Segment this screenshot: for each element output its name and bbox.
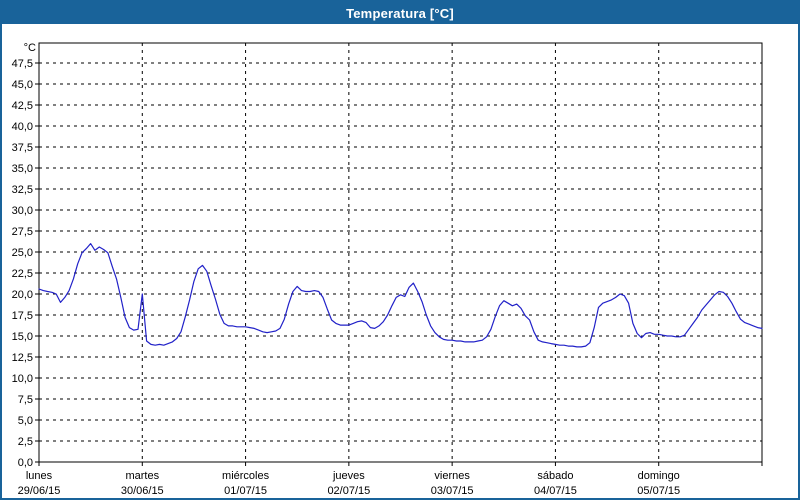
titlebar[interactable]: Temperatura [°C] [2, 2, 798, 24]
day-date-label: 01/07/15 [224, 485, 267, 497]
y-axis-unit-label: °C [24, 42, 36, 54]
day-name-label: sábado [537, 470, 573, 482]
y-tick-label: 47,5 [12, 58, 33, 70]
chart-panel: 0,0 2,5 5,0 7,5 10,0 12,5 15,0 17,5 20,0 22,5 25,0… [2, 24, 798, 498]
day-name-label: martes [125, 470, 159, 482]
y-tick-label: 7,5 [18, 394, 33, 406]
y-tick-label: 20,0 [12, 289, 33, 301]
temperature-series-line [38, 243, 763, 348]
y-tick-label: 22,5 [12, 268, 33, 280]
day-name-label: jueves [332, 470, 365, 482]
y-tick-label: 35,0 [12, 163, 33, 175]
y-tick-label: 32,5 [12, 184, 33, 196]
day-date-label: 05/07/15 [637, 485, 680, 497]
plot-frame [38, 42, 763, 463]
y-tick-label: 45,0 [12, 79, 33, 91]
day-date-label: 04/07/15 [534, 485, 577, 497]
day-name-label: viernes [434, 470, 470, 482]
y-tick-label: 37,5 [12, 142, 33, 154]
temperature-chart: 0,0 2,5 5,0 7,5 10,0 12,5 15,0 17,5 20,0 22,5 25,0… [12, 42, 763, 497]
y-tick-label: 17,5 [12, 310, 33, 322]
y-tick-label: 27,5 [12, 226, 33, 238]
y-tick-label: 10,0 [12, 373, 33, 385]
day-date-label: 03/07/15 [431, 485, 474, 497]
day-name-label: miércoles [222, 470, 270, 482]
y-tick-label: 5,0 [18, 415, 33, 427]
y-tick-label: 0,0 [18, 457, 33, 469]
y-tick-label: 15,0 [12, 331, 33, 343]
y-tick-label: 2,5 [18, 436, 33, 448]
y-tick-label: 42,5 [12, 100, 33, 112]
window-title: Temperatura [°C] [346, 5, 454, 21]
y-tick-label: 30,0 [12, 205, 33, 217]
day-date-label: 30/06/15 [121, 485, 164, 497]
y-tick-label: 25,0 [12, 247, 33, 259]
day-name-label: lunes [26, 470, 53, 482]
day-date-label: 29/06/15 [18, 485, 61, 497]
day-name-label: domingo [638, 470, 680, 482]
day-date-label: 02/07/15 [327, 485, 370, 497]
y-tick-label: 40,0 [12, 121, 33, 133]
y-tick-label: 12,5 [12, 352, 33, 364]
